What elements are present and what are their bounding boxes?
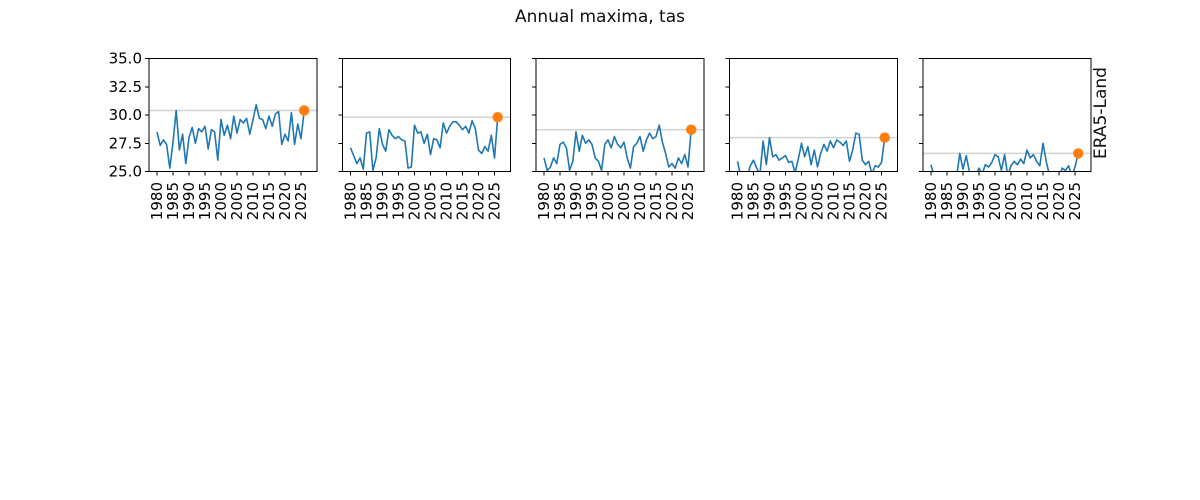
x-tick-label: 2025 xyxy=(873,182,891,220)
x-tick-label: 2005 xyxy=(228,182,246,220)
x-tick-label: 1995 xyxy=(196,182,214,220)
x-tick-label: 2020 xyxy=(857,182,875,220)
x-tick-label: 2025 xyxy=(292,182,310,220)
y-tick-label: 32.5 xyxy=(109,78,142,96)
x-tick-label: 1995 xyxy=(583,182,601,220)
endpoint-dot xyxy=(492,112,503,123)
x-tick-label: 1990 xyxy=(567,182,585,220)
data-series-line xyxy=(349,117,499,172)
x-tick-label: 2005 xyxy=(809,182,827,220)
x-tick-label: 1995 xyxy=(970,182,988,220)
data-series-line xyxy=(543,124,692,172)
x-tick-label: 1990 xyxy=(761,182,779,220)
right-axis-label: ERA5-Land xyxy=(1091,67,1111,159)
x-tick-label: 2025 xyxy=(1066,182,1084,220)
x-tick-label: 1990 xyxy=(374,182,392,220)
x-tick-label: 2015 xyxy=(841,182,859,220)
x-tick-label: 2015 xyxy=(647,182,665,220)
x-tick-label: 2000 xyxy=(406,182,424,220)
axes-box xyxy=(922,58,1092,172)
x-tick-label: 2010 xyxy=(1018,182,1036,220)
x-tick-label: 1985 xyxy=(938,182,956,220)
x-tick-label: 2005 xyxy=(615,182,633,220)
x-tick-label: 1980 xyxy=(922,182,940,220)
x-tick-label: 2000 xyxy=(599,182,617,220)
x-tick-label: 2015 xyxy=(454,182,472,220)
x-tick-label: 2000 xyxy=(793,182,811,220)
x-tick-label: 2005 xyxy=(1002,182,1020,220)
x-tick-label: 2010 xyxy=(438,182,456,220)
endpoint-dot xyxy=(686,124,697,135)
axes-box xyxy=(342,58,511,172)
x-tick-label: 1980 xyxy=(342,182,360,220)
x-tick-label: 2015 xyxy=(260,182,278,220)
x-tick-label: 2000 xyxy=(212,182,230,220)
x-tick-label: 2020 xyxy=(663,182,681,220)
endpoint-dot xyxy=(1073,148,1084,159)
x-tick-label: 1980 xyxy=(148,182,166,220)
x-tick-label: 2010 xyxy=(825,182,843,220)
x-tick-label: 2025 xyxy=(679,182,697,220)
endpoint-dot xyxy=(299,105,310,116)
x-tick-label: 1995 xyxy=(777,182,795,220)
x-tick-label: 2010 xyxy=(244,182,262,220)
x-tick-label: 1990 xyxy=(180,182,198,220)
x-tick-label: 2010 xyxy=(631,182,649,220)
x-tick-label: 2005 xyxy=(422,182,440,220)
data-series-line xyxy=(156,104,305,169)
y-tick-label: 27.5 xyxy=(109,134,142,152)
data-series-line xyxy=(930,142,1079,172)
y-tick-label: 35.0 xyxy=(109,50,142,68)
x-tick-label: 1985 xyxy=(358,182,376,220)
x-tick-label: 2020 xyxy=(470,182,488,220)
x-tick-label: 1985 xyxy=(164,182,182,220)
y-tick-label: 30.0 xyxy=(109,106,142,124)
axes-box xyxy=(535,58,705,172)
y-tick-label: 25.0 xyxy=(109,163,142,181)
x-tick-label: 1980 xyxy=(535,182,553,220)
x-tick-label: 1980 xyxy=(729,182,747,220)
x-tick-label: 2020 xyxy=(276,182,294,220)
x-tick-label: 1985 xyxy=(745,182,763,220)
x-tick-label: 2020 xyxy=(1050,182,1068,220)
x-tick-label: 1985 xyxy=(551,182,569,220)
x-tick-label: 1995 xyxy=(390,182,408,220)
chart-title: Annual maxima, tas xyxy=(515,7,685,27)
x-tick-label: 2015 xyxy=(1034,182,1052,220)
x-tick-label: 2000 xyxy=(986,182,1004,220)
x-tick-label: 2025 xyxy=(486,182,504,220)
data-series-line xyxy=(736,132,886,172)
panel-1: 25.0 27.5 30.0 32.5 35.0 19801985199019952000… xyxy=(109,50,318,220)
endpoint-dot xyxy=(879,132,890,143)
x-tick-label: 1990 xyxy=(954,182,972,220)
